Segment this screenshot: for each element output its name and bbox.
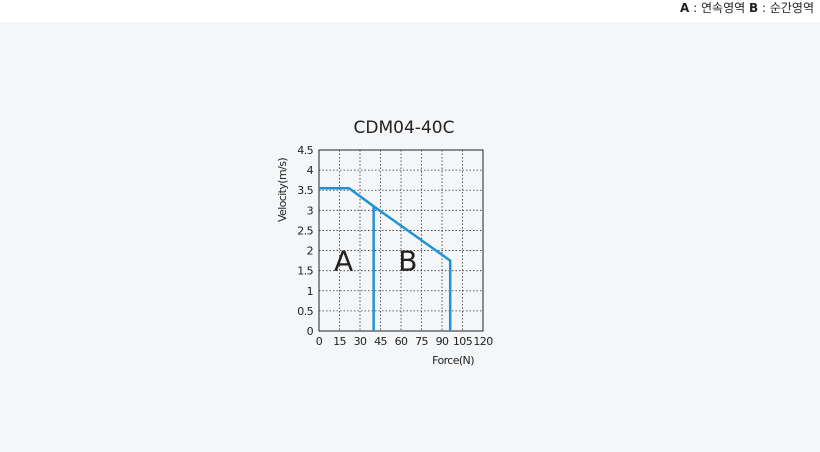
x-tick-label: 75 [415,335,428,348]
y-tick-label: 0.5 [297,305,313,318]
x-tick-label: 45 [374,335,387,348]
x-tick-label: 15 [333,335,346,348]
legend-key-a: A [680,1,690,15]
x-tick-label: 30 [354,335,367,348]
legend-text-b: : 순간영역 [758,1,814,15]
region-legend: A : 연속영역 B : 순간영역 [680,0,814,22]
plot-frame [318,149,484,332]
x-tick-label: 0 [316,335,323,348]
x-tick-label: 90 [436,335,449,348]
x-tick-label: 120 [473,335,493,348]
y-tick-label: 1 [307,285,313,298]
x-tick-labels: 0 15 30 45 60 75 90 105 120 [316,335,494,348]
region-label-a: A [334,245,353,278]
y-tick-label: 0 [307,325,314,338]
chart-axes [318,149,484,332]
y-tick-label: 2.5 [297,224,313,237]
y-tick-label: 1.5 [297,265,313,278]
y-tick-label: 3 [307,204,314,217]
y-tick-label: 4.5 [297,144,313,157]
region-label-b: B [398,245,417,278]
x-axis-label: Force(N) [432,354,474,367]
legend-key-b: B [749,1,759,15]
x-tick-label: 105 [453,335,473,348]
y-tick-label: 3.5 [297,184,313,197]
chart-panel [0,22,820,452]
y-tick-labels: 0 0.5 1 1.5 2 2.5 3 3.5 4 4.5 [297,144,314,338]
y-tick-label: 2 [307,245,313,258]
legend-text-a: : 연속영역 [689,1,749,15]
chart-title: CDM04-40C [354,118,455,138]
chart-series [319,186,452,331]
y-axis-label: Velocity(m/s) [276,158,289,222]
chart-grid [319,150,483,331]
x-tick-label: 60 [395,335,408,348]
y-tick-label: 4 [307,164,314,177]
